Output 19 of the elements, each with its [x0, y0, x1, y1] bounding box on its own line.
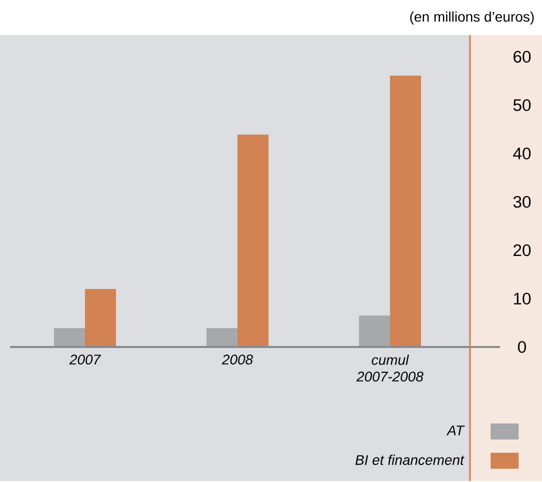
- bar: [359, 316, 390, 348]
- y-axis-title: (en millions d’euros): [410, 12, 534, 25]
- y-tick-label: 50: [513, 99, 531, 112]
- bar: [390, 76, 422, 348]
- y-tick-label: 60: [514, 50, 531, 63]
- x-tick-label: 2007: [69, 354, 101, 365]
- bar: [238, 134, 269, 348]
- legend-label: AT: [446, 426, 465, 436]
- bar: [85, 289, 116, 348]
- y-tick-label: 30: [513, 196, 531, 208]
- bar: [206, 328, 238, 348]
- y-tick-label: 0: [518, 341, 526, 353]
- x-tick-label: cumul 2007-2008: [356, 354, 424, 382]
- bar: [54, 328, 85, 348]
- y-tick-label: 40: [513, 148, 531, 160]
- y-tick-label: 10: [514, 292, 531, 305]
- y-tick-label: 20: [514, 244, 531, 256]
- legend-label: BI et financement: [355, 454, 464, 466]
- x-tick-label: 2008: [222, 354, 253, 365]
